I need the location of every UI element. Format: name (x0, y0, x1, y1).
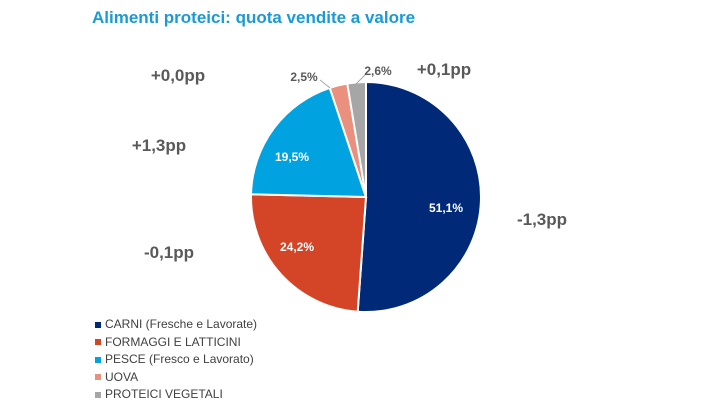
legend-label: PESCE (Fresco e Lavorato) (105, 352, 254, 366)
legend-item: PESCE (Fresco e Lavorato) (95, 351, 257, 369)
slice-value-label: 2,6% (364, 64, 392, 78)
slice-value-label: 51,1% (429, 201, 463, 215)
legend-swatch (95, 321, 101, 328)
legend-swatch (95, 374, 101, 381)
slice-change-label: -0,1pp (144, 243, 194, 262)
slice-change-label: +1,3pp (132, 136, 186, 155)
slice-value-label: 24,2% (280, 240, 314, 254)
pie-slice (346, 80, 367, 198)
pie-slice (250, 193, 368, 313)
slice-change-label: -1,3pp (517, 210, 567, 229)
slice-value-label: 19,5% (275, 150, 309, 164)
chart-title: Alimenti proteici: quota vendite a valor… (92, 8, 416, 27)
legend-swatch (95, 356, 101, 363)
slice-change-label: +0,1pp (417, 60, 471, 79)
legend-label: CARNI (Fresche e Lavorate) (105, 317, 258, 331)
legend-item: CARNI (Fresche e Lavorate) (95, 316, 257, 334)
legend-swatch (95, 391, 101, 398)
leader-line (355, 73, 367, 85)
pie-slice (250, 86, 368, 199)
slice-value-label: 2,5% (290, 70, 318, 84)
legend-item: UOVA (95, 369, 257, 387)
legend-label: UOVA (105, 369, 139, 384)
pie-slice (356, 80, 482, 313)
chart-legend: CARNI (Fresche e Lavorate) FORMAGGI E LA… (95, 316, 257, 404)
legend-label: FORMAGGI E LATTICINI (105, 334, 241, 349)
legend-swatch (95, 339, 101, 346)
legend-item: FORMAGGI E LATTICINI (95, 334, 257, 352)
leader-line (319, 79, 331, 89)
legend-label: PROTEICI VEGETALI (105, 387, 223, 401)
slice-change-label: +0,0pp (151, 66, 205, 85)
legend-item: PROTEICI VEGETALI (95, 386, 257, 404)
